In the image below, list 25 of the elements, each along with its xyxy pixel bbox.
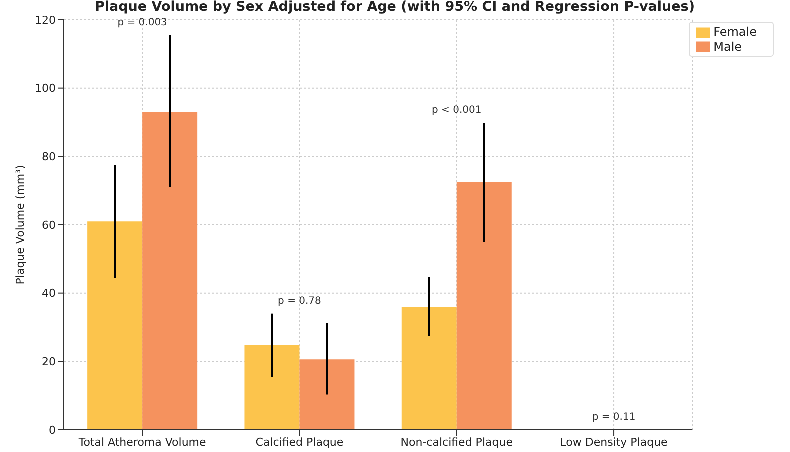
- chart-title: Plaque Volume by Sex Adjusted for Age (with 95% CI and Regression P-values): [94, 0, 696, 15]
- annotation: p = 0.003: [118, 17, 168, 28]
- bar: [300, 360, 355, 430]
- y-tick-label: 100: [35, 82, 56, 96]
- y-tick-label: 20: [42, 356, 56, 369]
- x-tick-label: Calcified Plaque: [256, 436, 344, 449]
- y-tick-label: 60: [42, 218, 56, 232]
- y-tick-label: 40: [42, 287, 56, 300]
- bar: [402, 307, 457, 430]
- annotation: p = 0.78: [278, 296, 322, 307]
- annotation: p < 0.001: [432, 105, 482, 116]
- x-tick-label: Total Atheroma Volume: [78, 436, 207, 449]
- legend-label: Male: [714, 40, 742, 54]
- legend-label: Female: [714, 25, 757, 39]
- bar: [88, 222, 143, 430]
- bar: [142, 112, 198, 430]
- bar: [456, 182, 512, 430]
- x-tick-label: Low Density Plaque: [560, 436, 668, 449]
- y-tick-label: 0: [49, 424, 56, 437]
- y-axis-title: Plaque Volume (mm³): [14, 165, 27, 285]
- y-tick-label: 80: [42, 150, 56, 164]
- annotation: p = 0.11: [592, 412, 636, 423]
- bar: [244, 345, 300, 430]
- y-tick-label: 120: [35, 14, 56, 27]
- x-tick-label: Non-calcified Plaque: [400, 436, 514, 449]
